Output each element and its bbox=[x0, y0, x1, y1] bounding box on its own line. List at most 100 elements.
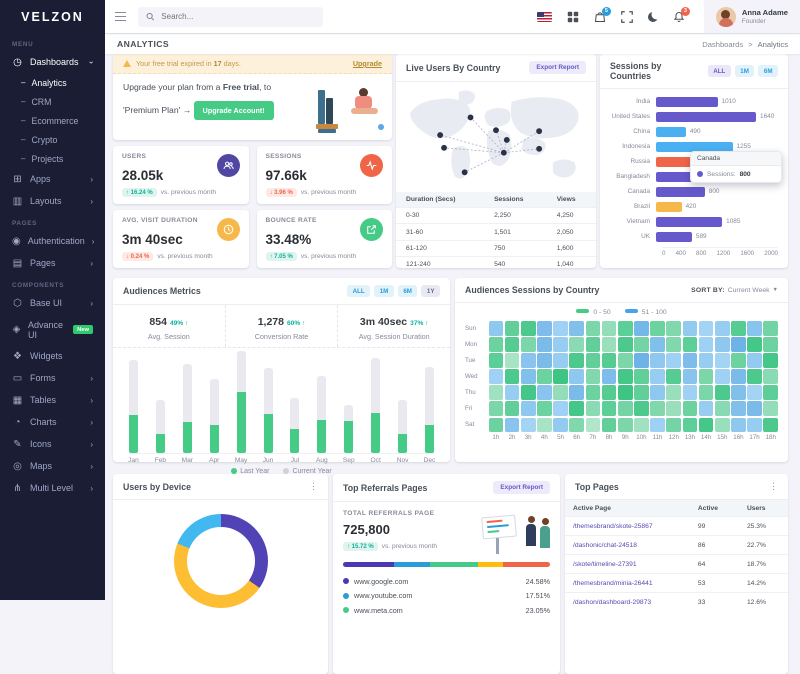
heatmap-cell[interactable] bbox=[731, 353, 746, 368]
heatmap-cell[interactable] bbox=[731, 369, 746, 384]
heatmap-cell[interactable] bbox=[617, 385, 633, 400]
heatmap-cell[interactable] bbox=[617, 337, 633, 352]
heatmap-cell[interactable] bbox=[537, 401, 552, 417]
heatmap-cell[interactable] bbox=[520, 321, 536, 336]
export-report-button[interactable]: Export Report bbox=[493, 481, 550, 494]
heatmap-cell[interactable] bbox=[504, 401, 520, 417]
filter-1m[interactable]: 1M bbox=[374, 285, 394, 297]
hamburger-menu-icon[interactable] bbox=[115, 11, 126, 22]
page-link[interactable]: /themesbrand/skote-25867 bbox=[565, 516, 690, 536]
heatmap-cell[interactable] bbox=[634, 385, 649, 400]
heatmap-cell[interactable] bbox=[714, 321, 730, 336]
heatmap-cell[interactable] bbox=[634, 337, 649, 352]
sidebar-item-maps[interactable]: ◎ Maps › bbox=[13, 460, 93, 472]
sidebar-subitem-analytics[interactable]: – Analytics bbox=[21, 77, 67, 88]
language-flag-icon[interactable] bbox=[536, 11, 552, 22]
sidebar-item-authentication[interactable]: ◉ Authentication › bbox=[12, 235, 95, 247]
heatmap-cell[interactable] bbox=[634, 353, 649, 368]
heatmap-cell[interactable] bbox=[520, 417, 536, 433]
sidebar-item-layouts[interactable]: ▥ Layouts › bbox=[12, 195, 93, 207]
heatmap-cell[interactable] bbox=[682, 401, 698, 417]
heatmap-cell[interactable] bbox=[553, 369, 568, 384]
heatmap-cell[interactable] bbox=[714, 337, 730, 352]
page-link[interactable]: /skote/timeline-27391 bbox=[565, 554, 690, 574]
heatmap-cell[interactable] bbox=[634, 417, 649, 433]
stacked-bar[interactable] bbox=[236, 351, 246, 453]
filter-all[interactable]: ALL bbox=[347, 285, 371, 297]
bar-row[interactable]: Vietnam 1085 bbox=[626, 216, 741, 227]
heatmap-cell[interactable] bbox=[553, 321, 568, 336]
heatmap-cell[interactable] bbox=[666, 353, 682, 368]
heatmap-cell[interactable] bbox=[537, 417, 552, 433]
heatmap-cell[interactable] bbox=[650, 401, 665, 417]
heatmap-cell[interactable] bbox=[488, 417, 504, 433]
heatmap-cell[interactable] bbox=[617, 401, 633, 417]
sidebar-subitem-crm[interactable]: – CRM bbox=[21, 96, 52, 107]
heatmap-cell[interactable] bbox=[537, 321, 552, 336]
stacked-bar[interactable] bbox=[344, 404, 354, 453]
heatmap-cell[interactable] bbox=[731, 337, 746, 352]
sidebar-item-pages[interactable]: ▤ Pages › bbox=[12, 257, 93, 269]
filter-1m[interactable]: 1M bbox=[734, 65, 755, 77]
heatmap-cell[interactable] bbox=[601, 337, 617, 352]
heatmap-cell[interactable] bbox=[698, 385, 714, 400]
heatmap-cell[interactable] bbox=[585, 353, 601, 368]
heatmap-cell[interactable] bbox=[520, 385, 536, 400]
sidebar-item-apps[interactable]: ⊞ Apps › bbox=[13, 173, 93, 185]
stacked-bar[interactable] bbox=[371, 357, 381, 453]
referral-site[interactable]: www.google.com bbox=[354, 576, 409, 586]
heatmap-cell[interactable] bbox=[666, 369, 682, 384]
heatmap-cell[interactable] bbox=[650, 385, 665, 400]
stacked-bar[interactable] bbox=[129, 359, 138, 453]
fullscreen-icon[interactable] bbox=[621, 10, 633, 23]
heatmap-cell[interactable] bbox=[747, 337, 762, 352]
filter-6m[interactable]: 6M bbox=[397, 285, 418, 297]
stacked-bar[interactable] bbox=[263, 368, 273, 453]
heatmap-cell[interactable] bbox=[731, 401, 746, 417]
notifications-bell-icon[interactable]: 3 bbox=[673, 6, 690, 23]
heatmap-cell[interactable] bbox=[569, 321, 585, 336]
heatmap-cell[interactable] bbox=[488, 337, 504, 352]
heatmap-cell[interactable] bbox=[698, 401, 714, 417]
heatmap-cell[interactable] bbox=[585, 401, 601, 417]
more-menu-icon[interactable]: ⋮ bbox=[309, 481, 318, 491]
bar-row[interactable]: UK 589 bbox=[641, 231, 707, 242]
heatmap-cell[interactable] bbox=[569, 417, 585, 433]
export-report-button[interactable]: Export Report bbox=[529, 61, 586, 74]
heatmap-cell[interactable] bbox=[650, 337, 665, 352]
filter-1y[interactable]: 1Y bbox=[421, 285, 440, 297]
heatmap-cell[interactable] bbox=[650, 417, 665, 433]
heatmap-cell[interactable] bbox=[537, 385, 552, 400]
heatmap-cell[interactable] bbox=[763, 337, 779, 352]
heatmap-cell[interactable] bbox=[569, 401, 585, 417]
sidebar-item-base-ui[interactable]: ⬡ Base UI › bbox=[13, 297, 93, 309]
heatmap-cell[interactable] bbox=[520, 401, 536, 417]
heatmap-cell[interactable] bbox=[553, 353, 568, 368]
heatmap-cell[interactable] bbox=[763, 401, 779, 417]
heatmap-cell[interactable] bbox=[763, 321, 779, 336]
heatmap-cell[interactable] bbox=[504, 337, 520, 352]
page-link[interactable]: /dashonic/chat-24518 bbox=[565, 535, 690, 555]
heatmap-cell[interactable] bbox=[553, 337, 568, 352]
heatmap-cell[interactable] bbox=[504, 369, 520, 384]
heatmap-cell[interactable] bbox=[601, 417, 617, 433]
filter-all[interactable]: ALL bbox=[707, 65, 731, 77]
device-donut-chart[interactable] bbox=[173, 514, 268, 608]
dark-mode-moon-icon[interactable] bbox=[648, 12, 658, 22]
apps-grid-icon[interactable] bbox=[567, 11, 579, 23]
filter-6m[interactable]: 6M bbox=[758, 65, 778, 77]
heatmap-cell[interactable] bbox=[488, 385, 504, 400]
heatmap-cell[interactable] bbox=[763, 369, 779, 384]
sidebar-item-widgets[interactable]: ❖ Widgets bbox=[13, 350, 63, 362]
sidebar-item-dashboards[interactable]: ◷ Dashboards › bbox=[13, 56, 97, 68]
heatmap-cell[interactable] bbox=[682, 353, 698, 368]
sort-by-dropdown[interactable]: SORT BY: Current Week ▼ bbox=[691, 286, 778, 294]
heatmap-cell[interactable] bbox=[520, 369, 536, 384]
heatmap-cell[interactable] bbox=[601, 353, 617, 368]
heatmap-cell[interactable] bbox=[682, 321, 698, 336]
heatmap-cell[interactable] bbox=[763, 353, 779, 368]
heatmap-cell[interactable] bbox=[747, 417, 762, 433]
sidebar-item-charts[interactable]: ◔ Charts › bbox=[0, 411, 105, 433]
heatmap-cell[interactable] bbox=[682, 369, 698, 384]
sidebar-item-multi-level[interactable]: ⋔ Multi Level › bbox=[13, 482, 93, 494]
